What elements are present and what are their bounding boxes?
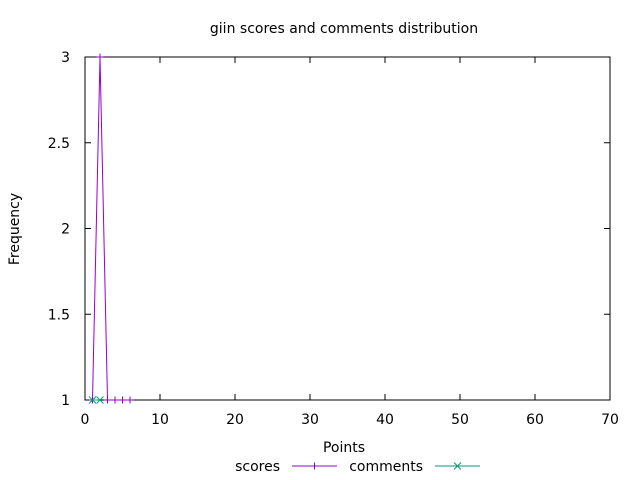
data-point-scores [96,53,104,61]
legend-label-scores: scores [235,459,280,475]
x-tick-label: 40 [376,412,394,428]
x-tick-label: 20 [226,412,244,428]
y-axis-label: Frequency [7,193,23,265]
data-point-scores [119,396,126,404]
data-point-scores [111,396,119,404]
y-axis-ticks: 1 1.5 2 2.5 3 [48,50,610,409]
x-tick-label: 30 [301,412,319,428]
legend-marker-scores [311,462,318,470]
y-tick-label: 3 [61,50,70,66]
y-tick-label: 2 [61,222,70,238]
series-line-scores [92,56,130,401]
chart-title: giin scores and comments distribution [210,21,478,37]
data-point-comments [96,396,104,404]
legend-marker-comments [453,462,462,470]
x-tick-label: 10 [151,412,169,428]
y-tick-label: 2.5 [48,136,70,152]
series-layer [88,53,134,404]
x-axis-label: Points [323,440,365,456]
y-tick-label: 1.5 [48,307,70,323]
legend-marker-symbol [311,462,318,470]
x-tick-label: 50 [451,412,469,428]
x-tick-label: 60 [526,412,544,428]
legend-marker-symbol [453,462,462,470]
x-tick-label: 0 [81,412,90,428]
data-point-scores [126,396,134,404]
x-tick-label: 70 [601,412,619,428]
x-axis-ticks: 0 10 20 30 40 50 60 70 [81,57,619,428]
legend: scores comments [235,459,480,475]
data-point-scores [104,396,111,404]
legend-label-comments: comments [349,459,423,475]
plot-frame [84,56,611,401]
y-tick-label: 1 [61,393,70,409]
data-point-comments [88,396,97,404]
